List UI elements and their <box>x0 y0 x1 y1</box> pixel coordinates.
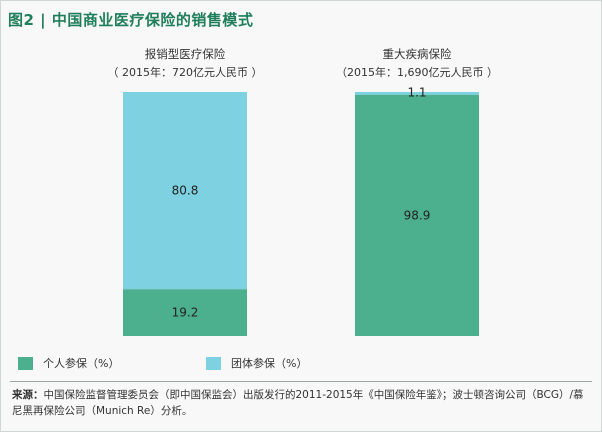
source-note: 来源：中国保险监督管理委员会（即中国保监会）出版发行的2011-2015年《中国… <box>12 387 590 419</box>
category-label: 重大疾病保险 <box>383 47 452 61</box>
legend-item-individual: 个人参保（%） <box>18 355 119 371</box>
bar-segment-group <box>355 92 479 95</box>
legend-item-group: 团体参保（%） <box>206 355 307 371</box>
source-label: 来源： <box>12 389 44 401</box>
category-label: 报销型医疗保险 <box>145 47 226 61</box>
category-subtitle: （ 2015年：720亿元人民币 ） <box>108 65 263 79</box>
divider <box>10 381 592 382</box>
source-text: 中国保险监督管理委员会（即中国保监会）出版发行的2011-2015年《中国保险年… <box>12 389 584 417</box>
chart-title: 图2 | 中国商业医疗保险的销售模式 <box>8 11 254 29</box>
data-label: 80.8 <box>172 184 199 198</box>
legend-label-group: 团体参保（%） <box>231 357 308 370</box>
bar-segment-individual <box>123 289 247 336</box>
stacked-bar-chart: 报销型医疗保险 （ 2015年：720亿元人民币 ） 19.2 80.8 重大疾病保险 （… <box>108 47 498 337</box>
bar-segment-individual <box>355 94 479 337</box>
legend-label-individual: 个人参保（%） <box>43 357 120 370</box>
bar-segment-group <box>123 92 247 290</box>
legend: 个人参保（%） 团体参保（%） <box>0 355 602 371</box>
data-label: 1.1 <box>407 85 426 99</box>
data-label: 98.9 <box>404 208 431 222</box>
category-subtitle: （2015年：1,690亿元人民币 ） <box>336 65 498 79</box>
data-label: 19.2 <box>172 306 199 320</box>
legend-swatch-individual <box>18 356 33 370</box>
legend-swatch-group <box>206 356 221 370</box>
